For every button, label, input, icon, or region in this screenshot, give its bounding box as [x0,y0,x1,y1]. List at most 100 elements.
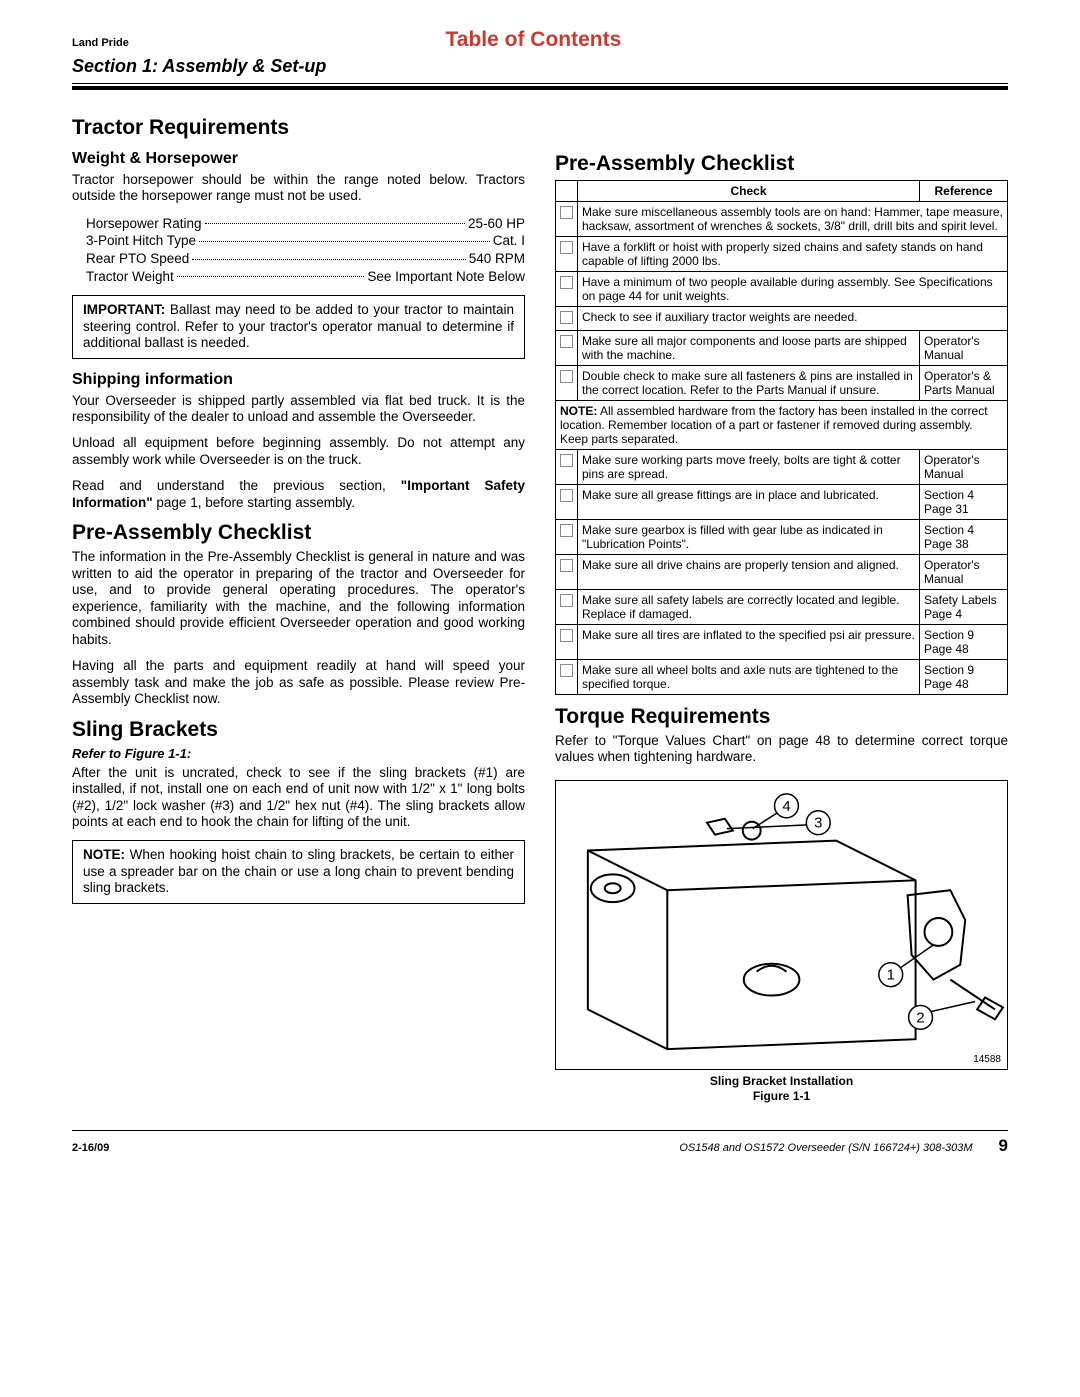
reference-cell: Section 4 Page 31 [920,485,1008,520]
checkbox[interactable] [560,276,573,289]
spec-value: Cat. I [493,232,525,250]
checkbox[interactable] [560,489,573,502]
page-footer: 2-16/09 OS1548 and OS1572 Overseeder (S/… [72,1130,1008,1156]
table-row: Double check to make sure all fasteners … [556,366,1008,401]
checkbox[interactable] [560,370,573,383]
checkbox-cell [556,660,578,695]
table-row: Make sure all safety labels are correctl… [556,590,1008,625]
checkbox-cell [556,202,578,237]
checkbox[interactable] [560,559,573,572]
table-row: Have a forklift or hoist with properly s… [556,237,1008,272]
check-cell: Make sure all grease fittings are in pla… [578,485,920,520]
callout-1: 1 [887,968,895,984]
section-title: Section 1: Assembly & Set-up [72,56,1008,77]
ref-figure-line: Refer to Figure 1-1: [72,746,525,761]
para-ship1: Your Overseeder is shipped partly assemb… [72,393,525,426]
divider-thin [72,83,1008,84]
reference-cell: Operator's & Parts Manual [920,366,1008,401]
toc-title[interactable]: Table of Contents [129,28,938,52]
table-row: Have a minimum of two people available d… [556,272,1008,307]
check-cell: Double check to make sure all fasteners … [578,366,920,401]
figure-caption-1: Sling Bracket Installation [710,1074,853,1088]
checkbox-cell [556,331,578,366]
spec-label: Rear PTO Speed [86,250,189,268]
heading-preassembly-right: Pre-Assembly Checklist [555,152,1008,176]
left-column: Tractor Requirements Weight & Horsepower… [72,110,525,1104]
check-cell: Make sure all drive chains are properly … [578,555,920,590]
spec-list: Horsepower Rating25-60 HP3-Point Hitch T… [86,215,525,285]
heading-tractor-req: Tractor Requirements [72,116,525,140]
checkbox-cell [556,366,578,401]
figure-1-1: 4 3 1 2 14588 [555,780,1008,1070]
checkbox-cell [556,625,578,660]
th-check: Check [578,181,920,202]
checkbox-cell [556,555,578,590]
para-preasm2: Having all the parts and equipment readi… [72,658,525,707]
brand: Land Pride [72,37,129,49]
checkbox[interactable] [560,311,573,324]
divider-thick [72,86,1008,90]
table-row: Make sure gearbox is filled with gear lu… [556,520,1008,555]
sling-bracket-svg: 4 3 1 2 [556,781,1007,1069]
checkbox[interactable] [560,524,573,537]
check-cell: Make sure all tires are inflated to the … [578,625,920,660]
heading-sling: Sling Brackets [72,718,525,742]
para-torque: Refer to "Torque Values Chart" on page 4… [555,733,1008,766]
check-cell: Make sure all safety labels are correctl… [578,590,920,625]
text: Read and understand the previous section… [72,478,401,493]
check-cell: Check to see if auxiliary tractor weight… [578,307,1008,331]
heading-preassembly-left: Pre-Assembly Checklist [72,521,525,545]
checklist-table: Check Reference Make sure miscellaneous … [555,180,1008,695]
para-sling: After the unit is uncrated, check to see… [72,765,525,831]
table-row: Check to see if auxiliary tractor weight… [556,307,1008,331]
para-preasm1: The information in the Pre-Assembly Chec… [72,549,525,648]
spec-label: Tractor Weight [86,268,174,286]
right-column: Pre-Assembly Checklist Check Reference M… [555,110,1008,1104]
spec-label: Horsepower Rating [86,215,202,233]
check-cell: Make sure all wheel bolts and axle nuts … [578,660,920,695]
spec-value: 540 RPM [469,250,525,268]
checkbox[interactable] [560,594,573,607]
checkbox-cell [556,272,578,307]
reference-cell: Operator's Manual [920,555,1008,590]
check-cell: Make sure gearbox is filled with gear lu… [578,520,920,555]
callout-4: 4 [782,799,790,815]
note-box: NOTE: When hooking hoist chain to sling … [72,840,525,903]
checkbox-cell [556,520,578,555]
spec-row: Tractor WeightSee Important Note Below [86,268,525,286]
check-cell: Have a minimum of two people available d… [578,272,1008,307]
th-checkbox [556,181,578,202]
table-row: Make sure all drive chains are properly … [556,555,1008,590]
checkbox[interactable] [560,454,573,467]
check-cell: Have a forklift or hoist with properly s… [578,237,1008,272]
callout-2: 2 [916,1010,924,1026]
table-row: Make sure all tires are inflated to the … [556,625,1008,660]
reference-cell: Operator's Manual [920,450,1008,485]
figure-id: 14588 [973,1054,1001,1065]
heading-shipping: Shipping information [72,371,525,389]
check-cell: Make sure working parts move freely, bol… [578,450,920,485]
th-reference: Reference [920,181,1008,202]
checkbox[interactable] [560,206,573,219]
checkbox[interactable] [560,335,573,348]
checkbox-cell [556,485,578,520]
checkbox-cell [556,237,578,272]
table-row: NOTE: All assembled hardware from the fa… [556,401,1008,450]
footer-page: 9 [999,1136,1008,1156]
checkbox[interactable] [560,664,573,677]
checkbox[interactable] [560,629,573,642]
reference-cell: Operator's Manual [920,331,1008,366]
spec-label: 3-Point Hitch Type [86,232,196,250]
checkbox[interactable] [560,241,573,254]
callout-3: 3 [814,816,822,832]
important-lead: IMPORTANT: [83,302,165,317]
table-row: Make sure all wheel bolts and axle nuts … [556,660,1008,695]
reference-cell: Section 9 Page 48 [920,625,1008,660]
table-row: Make sure miscellaneous assembly tools a… [556,202,1008,237]
checkbox-cell [556,590,578,625]
reference-cell: Section 9 Page 48 [920,660,1008,695]
reference-cell: Safety Labels Page 4 [920,590,1008,625]
para-ship2: Unload all equipment before beginning as… [72,435,525,468]
text: page 1, before starting assembly. [153,495,355,510]
figure-caption-2: Figure 1-1 [753,1089,810,1103]
